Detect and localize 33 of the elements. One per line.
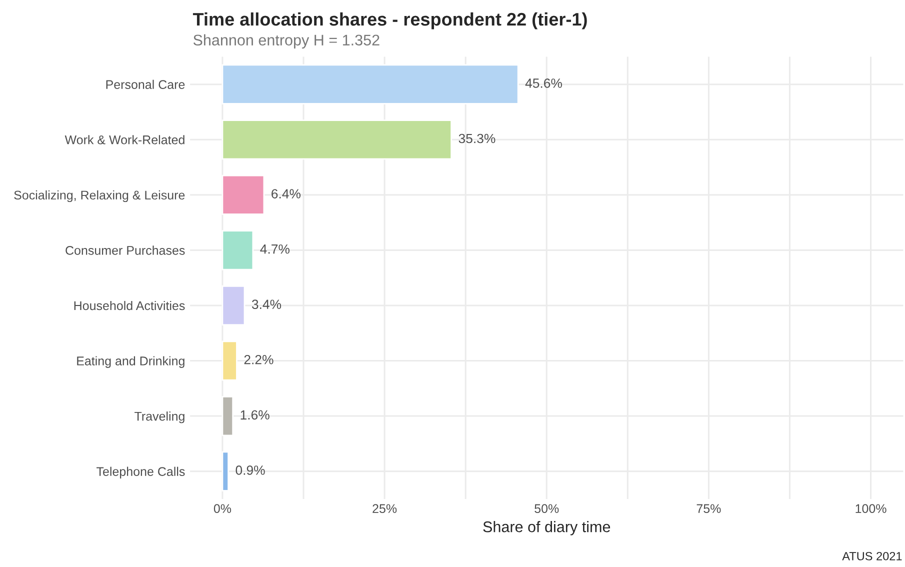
bar xyxy=(222,340,238,381)
data-label: 6.4% xyxy=(272,189,301,198)
x-tick-label: 25% xyxy=(372,504,397,514)
y-tick-label: Consumer Purchases xyxy=(66,246,185,255)
y-tick-label: Traveling xyxy=(134,412,184,424)
text: ATUS 2021 xyxy=(842,552,902,560)
bar xyxy=(222,64,519,104)
y-tick-label: Telephone Calls xyxy=(96,466,185,478)
bar xyxy=(222,451,229,492)
bar xyxy=(222,396,234,436)
x-axis-title: Share of diary time xyxy=(483,521,610,536)
y-tick-label: Household Activities xyxy=(74,300,185,310)
data-label: 2.2% xyxy=(244,354,274,364)
x-tick-label: 0% xyxy=(214,504,232,514)
bar xyxy=(222,174,265,215)
chart-title: Time allocation shares - respondent 22 (tier-1) xyxy=(192,12,587,30)
bar xyxy=(222,120,452,160)
data-label: 3.4% xyxy=(252,300,282,310)
chart-subtitle: Shannon entropy H = 1.352 xyxy=(193,34,380,49)
data-label: 45.6% xyxy=(525,78,562,88)
x-tick-label: 75% xyxy=(696,504,721,514)
data-label: 1.6% xyxy=(240,410,270,420)
data-label: 35.3% xyxy=(458,134,496,144)
y-tick-label: Work & Work-Related xyxy=(64,135,184,144)
data-label: 4.7% xyxy=(260,244,290,254)
data-label: 0.9% xyxy=(236,466,265,475)
y-tick-label: Personal Care xyxy=(106,80,185,89)
y-tick-label: Eating and Drinking xyxy=(77,356,184,368)
x-tick-label: 100% xyxy=(856,504,886,514)
x-tick-label: 50% xyxy=(534,504,559,514)
bar xyxy=(222,230,254,270)
bar xyxy=(222,285,246,326)
y-tick-label: Socializing, Relaxing & Leisure xyxy=(14,190,185,202)
